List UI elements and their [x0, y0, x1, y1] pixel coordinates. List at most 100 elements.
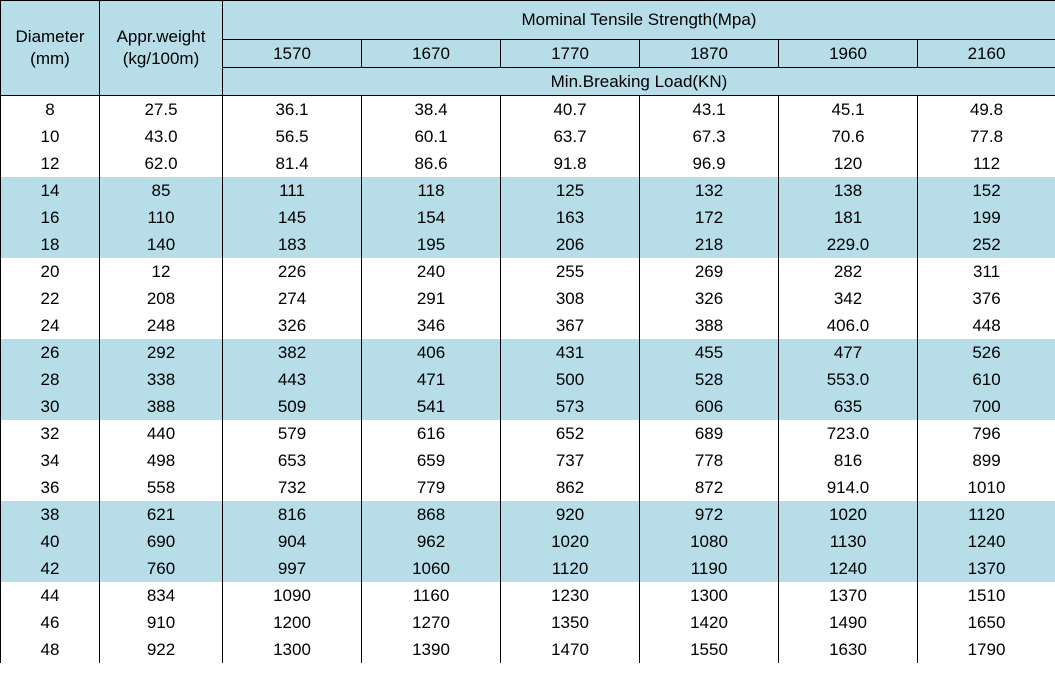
weight-cell: 85: [99, 177, 223, 204]
breaking-load-cell: 528: [639, 366, 779, 393]
breaking-load-cell: 63.7: [500, 123, 640, 150]
table-row: 14 85 111 118 125 132 138 152: [0, 177, 1055, 204]
breaking-load-cell: 181: [778, 204, 918, 231]
breaking-load-cell: 477: [778, 339, 918, 366]
weight-cell: 338: [99, 366, 223, 393]
breaking-load-cell: 206: [500, 231, 640, 258]
table-row: 20 12 226 240 255 269 282 311: [0, 258, 1055, 285]
breaking-load-cell: 367: [500, 312, 640, 339]
breaking-load-cell: 1020: [778, 501, 918, 528]
breaking-load-cell: 154: [361, 204, 501, 231]
diameter-cell: 36: [0, 474, 100, 501]
table-row: 28 338 443 471 500 528 553.0 610: [0, 366, 1055, 393]
breaking-load-cell: 659: [361, 447, 501, 474]
strength-grade-header: 1570: [222, 39, 362, 68]
diameter-cell: 22: [0, 285, 100, 312]
weight-cell: 388: [99, 393, 223, 420]
breaking-load-cell: 111: [222, 177, 362, 204]
breaking-load-cell: 1370: [917, 555, 1055, 582]
breaking-load-cell: 1470: [500, 636, 640, 663]
breaking-load-cell: 610: [917, 366, 1055, 393]
diameter-cell: 8: [0, 95, 100, 123]
breaking-load-cell: 723.0: [778, 420, 918, 447]
table-row: 10 43.0 56.5 60.1 63.7 67.3 70.6 77.8: [0, 123, 1055, 150]
breaking-load-cell: 67.3: [639, 123, 779, 150]
table-row: 22 208 274 291 308 326 342 376: [0, 285, 1055, 312]
strength-grade-header: 1670: [361, 39, 501, 68]
diameter-cell: 28: [0, 366, 100, 393]
breaking-load-cell: 376: [917, 285, 1055, 312]
breaking-load-cell: 120: [778, 150, 918, 177]
diameter-cell: 14: [0, 177, 100, 204]
breaking-load-cell: 1060: [361, 555, 501, 582]
breaking-load-cell: 606: [639, 393, 779, 420]
table-row: 30 388 509 541 573 606 635 700: [0, 393, 1055, 420]
breaking-load-cell: 60.1: [361, 123, 501, 150]
breaking-load-cell: 406.0: [778, 312, 918, 339]
breaking-load-cell: 226: [222, 258, 362, 285]
breaking-load-cell: 1090: [222, 582, 362, 609]
breaking-load-cell: 553.0: [778, 366, 918, 393]
breaking-load-cell: 779: [361, 474, 501, 501]
breaking-load-cell: 118: [361, 177, 501, 204]
breaking-load-cell: 920: [500, 501, 640, 528]
breaking-load-cell: 732: [222, 474, 362, 501]
breaking-load-cell: 112: [917, 150, 1055, 177]
breaking-load-cell: 904: [222, 528, 362, 555]
diameter-header-unit: (mm): [30, 49, 70, 68]
diameter-cell: 42: [0, 555, 100, 582]
table-row: 18 140 183 195 206 218 229.0 252: [0, 231, 1055, 258]
weight-cell: 248: [99, 312, 223, 339]
breaking-load-cell: 132: [639, 177, 779, 204]
breaking-load-cell: 573: [500, 393, 640, 420]
breaking-load-cell: 1120: [917, 501, 1055, 528]
diameter-cell: 18: [0, 231, 100, 258]
weight-cell: 910: [99, 609, 223, 636]
breaking-load-cell: 509: [222, 393, 362, 420]
diameter-header: Diameter (mm): [0, 0, 100, 96]
breaking-load-cell: 500: [500, 366, 640, 393]
diameter-cell: 30: [0, 393, 100, 420]
breaking-load-cell: 282: [778, 258, 918, 285]
breaking-load-cell: 91.8: [500, 150, 640, 177]
breaking-load-cell: 1230: [500, 582, 640, 609]
breaking-load-cell: 291: [361, 285, 501, 312]
weight-cell: 110: [99, 204, 223, 231]
breaking-load-cell: 125: [500, 177, 640, 204]
breaking-load-cell: 816: [778, 447, 918, 474]
breaking-load-cell: 1200: [222, 609, 362, 636]
breaking-load-cell: 526: [917, 339, 1055, 366]
breaking-load-cell: 816: [222, 501, 362, 528]
breaking-load-cell: 997: [222, 555, 362, 582]
breaking-load-cell: 342: [778, 285, 918, 312]
weight-cell: 558: [99, 474, 223, 501]
breaking-load-cell: 1080: [639, 528, 779, 555]
table-row: 32 440 579 616 652 689 723.0 796: [0, 420, 1055, 447]
weight-cell: 43.0: [99, 123, 223, 150]
breaking-load-cell: 145: [222, 204, 362, 231]
strength-grade-header: 1770: [500, 39, 640, 68]
breaking-load-cell: 1790: [917, 636, 1055, 663]
breaking-load-cell: 872: [639, 474, 779, 501]
breaking-load-cell: 1350: [500, 609, 640, 636]
weight-cell: 27.5: [99, 95, 223, 123]
breaking-load-cell: 1270: [361, 609, 501, 636]
breaking-load-cell: 240: [361, 258, 501, 285]
breaking-load-cell: 406: [361, 339, 501, 366]
breaking-load-cell: 38.4: [361, 95, 501, 123]
table-row: 12 62.0 81.4 86.6 91.8 96.9 120 112: [0, 150, 1055, 177]
diameter-cell: 38: [0, 501, 100, 528]
table-row: 46 910 1200 1270 1350 1420 1490 1650: [0, 609, 1055, 636]
breaking-load-cell: 972: [639, 501, 779, 528]
breaking-load-cell: 388: [639, 312, 779, 339]
weight-cell: 498: [99, 447, 223, 474]
breaking-load-cell: 172: [639, 204, 779, 231]
diameter-cell: 40: [0, 528, 100, 555]
breaking-load-cell: 199: [917, 204, 1055, 231]
diameter-cell: 44: [0, 582, 100, 609]
breaking-load-cell: 914.0: [778, 474, 918, 501]
weight-cell: 621: [99, 501, 223, 528]
breaking-load-cell: 635: [778, 393, 918, 420]
breaking-load-cell: 252: [917, 231, 1055, 258]
table-row: 36 558 732 779 862 872 914.0 1010: [0, 474, 1055, 501]
